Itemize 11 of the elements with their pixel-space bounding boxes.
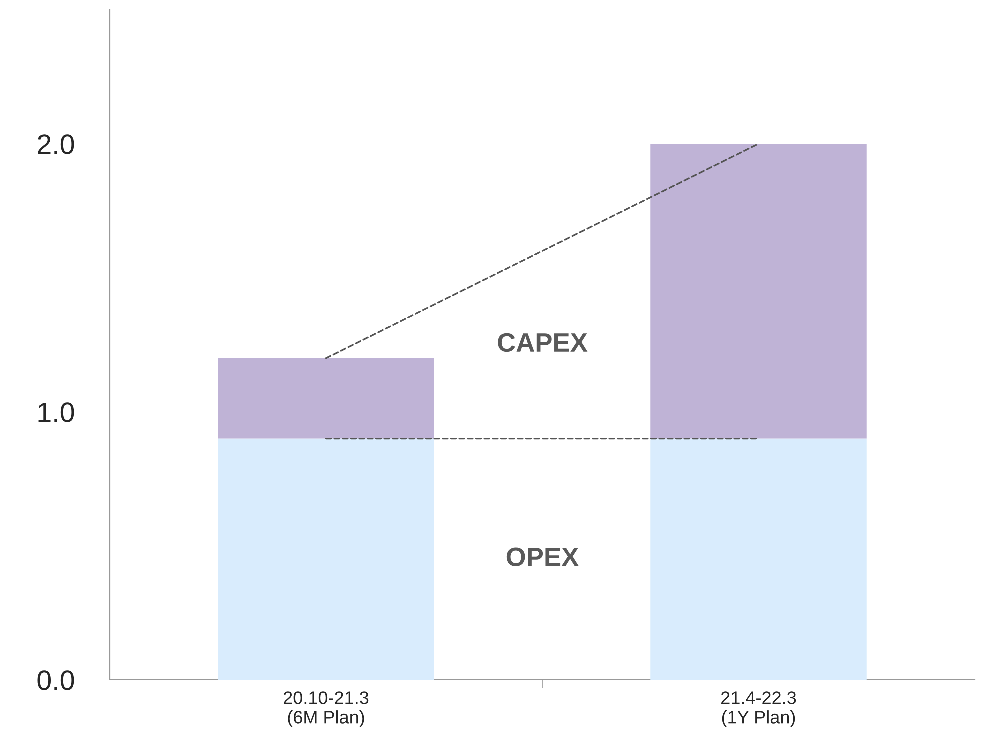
x-tick-label: 21.4-22.3 (1Y Plan) (722, 692, 796, 728)
text: CAPEX (498, 333, 588, 352)
y-tick-label: 2.0 (38, 134, 74, 154)
bar (650, 438, 867, 680)
bar (650, 144, 867, 439)
x-tick-label: 20.10-21.3 (6M Plan) (284, 692, 369, 728)
bar (218, 358, 434, 439)
y-tick-label: 0.0 (38, 670, 74, 690)
text: OPEX (506, 548, 579, 566)
y-tick-label: 1.0 (38, 402, 74, 422)
bar (218, 438, 434, 680)
